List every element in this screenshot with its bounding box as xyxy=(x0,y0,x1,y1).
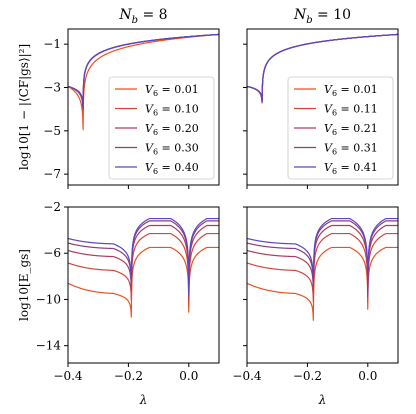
y-tick-label: −14 xyxy=(36,339,62,353)
x-tick-label: −0.2 xyxy=(293,369,322,383)
series-line-1 xyxy=(68,246,219,318)
legend-entry: V6 = 0.41 xyxy=(324,161,378,176)
legend-entry: V6 = 0.11 xyxy=(324,103,378,118)
series-line-2 xyxy=(68,232,219,307)
y-tick-label: −10 xyxy=(36,292,61,306)
series-line-2 xyxy=(247,232,398,303)
panel-top-left: −7 −5 −3 −1 Nb = 8 log10[1 − |⟨CF|gs⟩|²] V6 = … xyxy=(17,7,220,189)
y-tick-label: −2 xyxy=(43,200,61,214)
x-axis-label: λ xyxy=(139,393,148,407)
series-line-5 xyxy=(247,33,398,102)
legend-entry: V6 = 0.21 xyxy=(324,122,378,137)
axes-frame xyxy=(246,206,399,364)
axes-frame xyxy=(67,28,220,186)
y-tick-label: −1 xyxy=(43,37,61,51)
legend-entry: V6 = 0.01 xyxy=(145,83,199,98)
panel-bottom-right: −0.4 −0.2 0.0 λ xyxy=(232,206,399,407)
series-line-5 xyxy=(68,33,219,107)
axes-frame xyxy=(67,206,220,364)
legend: V6 = 0.01 V6 = 0.10 V6 = 0.20 V6 = 0.30 V6 =… xyxy=(108,76,215,180)
x-tick-label: −0.2 xyxy=(114,369,143,383)
legend-entry: V6 = 0.30 xyxy=(145,142,199,157)
y-axis-label: log10[1 − |⟨CF|gs⟩|²] xyxy=(17,44,31,170)
legend-entry: V6 = 0.40 xyxy=(145,161,199,176)
y-tick-label: −6 xyxy=(43,246,61,260)
series-line-1 xyxy=(247,246,398,321)
legend: V6 = 0.01 V6 = 0.11 V6 = 0.21 V6 = 0.31 V6 =… xyxy=(287,76,394,180)
x-tick-label: −0.4 xyxy=(53,369,83,383)
y-tick-label: −5 xyxy=(43,124,61,138)
x-axis-label: λ xyxy=(318,393,327,407)
y-tick-label: −3 xyxy=(43,81,61,95)
panel-title: Nb = 10 xyxy=(293,7,351,26)
series-line-5 xyxy=(247,217,398,294)
panel-title: Nb = 8 xyxy=(118,7,167,26)
series-line-3 xyxy=(68,224,219,300)
legend-entry: V6 = 0.20 xyxy=(145,122,199,137)
legend-entry: V6 = 0.01 xyxy=(324,83,378,98)
axes-frame xyxy=(246,28,399,186)
x-tick-label: 0.0 xyxy=(179,369,198,383)
panel-bottom-left: −14 −10 −6 −2 −0.4 −0.2 0.0 λ log10[E_gs] xyxy=(17,200,220,407)
y-axis-label: log10[E_gs] xyxy=(17,249,31,321)
series-line-4 xyxy=(68,220,219,296)
x-tick-label: −0.4 xyxy=(232,369,262,383)
series-line-3 xyxy=(247,224,398,298)
y-tick-label: −7 xyxy=(43,167,61,181)
legend-entry: V6 = 0.31 xyxy=(324,142,378,157)
series-line-5 xyxy=(68,217,219,294)
x-tick-label: 0.0 xyxy=(358,369,377,383)
legend-entry: V6 = 0.10 xyxy=(145,103,199,118)
series-line-4 xyxy=(247,220,398,295)
